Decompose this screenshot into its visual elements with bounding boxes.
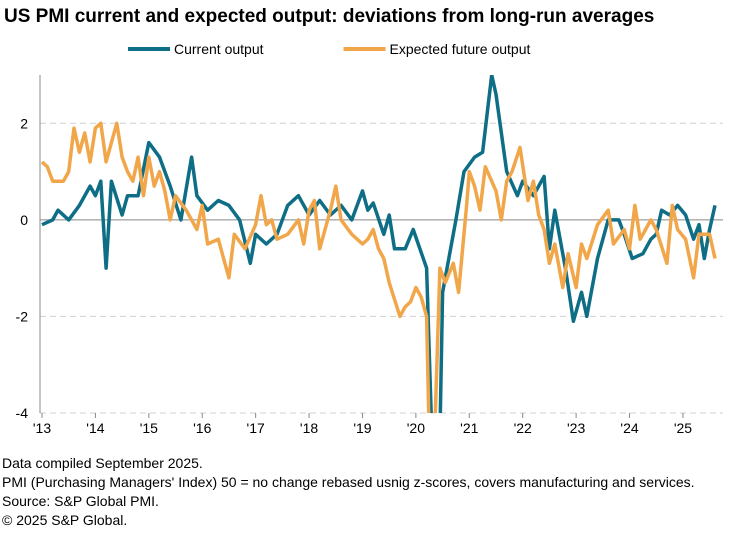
y-tick-label: -2 bbox=[16, 308, 29, 324]
x-tick-label: '21 bbox=[460, 420, 478, 436]
x-tick-label: '24 bbox=[620, 420, 638, 436]
x-tick-label: '25 bbox=[674, 420, 692, 436]
x-tick-label: '20 bbox=[407, 420, 425, 436]
legend-label: Current output bbox=[174, 41, 264, 57]
y-tick-label: -4 bbox=[16, 405, 29, 421]
series-line bbox=[40, 121, 717, 413]
x-tick-label: '22 bbox=[514, 420, 532, 436]
x-tick-label: '13 bbox=[33, 420, 51, 436]
x-tick-label: '14 bbox=[86, 420, 104, 436]
footnote: PMI (Purchasing Managers' Index) 50 = no… bbox=[2, 474, 695, 490]
x-tick-label: '23 bbox=[567, 420, 585, 436]
series-line bbox=[41, 75, 717, 413]
x-tick-label: '15 bbox=[140, 420, 158, 436]
x-tick-label: '18 bbox=[300, 420, 318, 436]
footnote: Source: S&P Global PMI. bbox=[2, 493, 159, 509]
y-tick-label: 2 bbox=[20, 115, 28, 131]
chart-title: US PMI current and expected output: devi… bbox=[4, 6, 654, 27]
x-tick-label: '16 bbox=[193, 420, 211, 436]
y-tick-label: 0 bbox=[20, 212, 28, 228]
footnote: © 2025 S&P Global. bbox=[2, 512, 127, 528]
footnote: Data compiled September 2025. bbox=[2, 455, 203, 471]
x-tick-label: '19 bbox=[353, 420, 371, 436]
legend-label: Expected future output bbox=[390, 41, 531, 57]
x-tick-label: '17 bbox=[247, 420, 265, 436]
